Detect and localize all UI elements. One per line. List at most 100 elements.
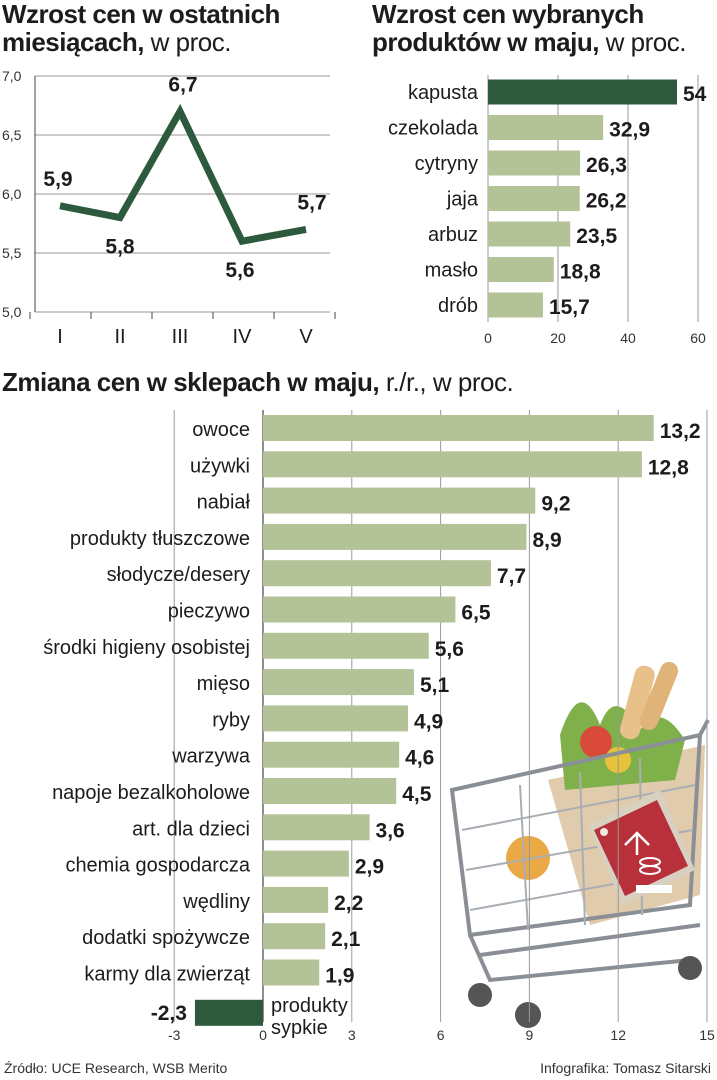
bottom-bar-chart-title: Zmiana cen w sklepach w maju, r./r., w p… [2, 368, 717, 396]
bottom-bar-category-label: używki [190, 455, 250, 477]
cart-vegetables-shape [560, 702, 685, 790]
bottom-bar-value-label: 8,9 [532, 529, 561, 552]
bottom-bar-value-label: 4,6 [405, 747, 434, 770]
top-bar-category-label: arbuz [428, 224, 478, 246]
bottom-bar-rect [194, 999, 263, 1026]
bottom-bar-category-label: mięso [197, 673, 250, 695]
line-chart: 5,05,56,06,57,0I II III IV V5,95,86,75,65,7 [2, 68, 336, 348]
top-bar-chart-title: Wzrost cen wybranych produktów w maju, w… [372, 0, 717, 56]
line-chart-y-tick-label: 5,5 [2, 245, 22, 261]
bottom-bar-value-label: 9,2 [541, 493, 570, 516]
bottom-bar-value-label: 2,9 [355, 856, 384, 879]
bottom-bar-rect [263, 451, 642, 478]
bottom-bar-x-tick-label: 0 [259, 1027, 267, 1043]
line-chart-data-label: 6,7 [168, 73, 197, 96]
bottom-bar-chart-title-unit: r./r., w proc. [379, 367, 514, 397]
line-chart-x-tick-label: IV [233, 326, 253, 348]
bottom-bar-category-label-line: produkty [271, 995, 348, 1017]
bottom-bar-rect [263, 923, 326, 950]
top-bar-x-tick-label: 20 [550, 330, 566, 346]
cart-wheel [678, 956, 702, 980]
bottom-bar-rect [263, 415, 654, 441]
source-note: Źródło: UCE Research, WSB Merito [4, 1060, 228, 1076]
bottom-bar-value-label: 5,6 [435, 638, 464, 661]
bottom-bar-category-label: art. dla dzieci [132, 818, 250, 840]
bottom-bar-category-label-line: sypkie [271, 1017, 328, 1039]
bottom-bar-category-label: napoje bezalkoholowe [52, 782, 250, 804]
bottom-bar-rect [263, 959, 320, 986]
bottom-bar-value-label: 4,9 [414, 710, 443, 733]
bottom-bar-category-label: produkty sypkie [271, 995, 348, 1039]
bottom-bar-category-label: wędliny [182, 891, 250, 913]
top-bar-value-label: 15,7 [549, 296, 590, 319]
top-bar-rect [488, 150, 581, 176]
bottom-bar-rect [263, 632, 429, 659]
top-bar-value-label: 23,5 [576, 225, 617, 248]
line-chart-data-label: 5,7 [297, 191, 326, 214]
bottom-bar-category-label: słodycze/desery [107, 564, 250, 586]
top-bar-rect [488, 221, 571, 247]
bottom-bar-rect [263, 560, 491, 587]
bottom-bar-value-label: 6,5 [461, 602, 491, 625]
bottom-bar-category-label: dodatki spożywcze [82, 927, 250, 949]
bottom-bar-value-label: 12,8 [648, 456, 689, 479]
top-bar-category-label: masło [425, 260, 478, 282]
line-chart-y-tick-label: 6,5 [2, 127, 22, 143]
top-bar-value-label: 32,9 [609, 119, 650, 142]
bottom-bar-category-label: nabiał [197, 492, 251, 514]
top-bar-chart: 0 20 40 60 kapusta 54 czekolada 32,9 cytryny 26,3… [388, 75, 707, 346]
bottom-bar-rect [263, 741, 400, 768]
bottom-bar-rect [263, 487, 536, 514]
bottom-bar-rect [263, 886, 329, 913]
line-chart-x-tick-label: V [299, 326, 313, 348]
bottom-bar-rect [263, 596, 456, 623]
line-chart-title: Wzrost cen w ostatnich miesiącach, w pro… [2, 0, 332, 56]
top-bar-chart-title-bold: Wzrost cen wybranych produktów w maju, [372, 0, 644, 58]
top-bar-value-label: 26,3 [586, 154, 627, 177]
line-chart-data-label: 5,9 [43, 168, 72, 191]
bottom-bar-rect [263, 705, 409, 732]
bottom-bar-value-label: 1,9 [325, 965, 354, 988]
bottom-bar-category-label: warzywa [171, 746, 251, 768]
top-bar-rect [488, 79, 677, 105]
line-chart-x-tick-label: III [172, 326, 189, 348]
line-chart-title-bold: Wzrost cen w ostatnich miesiącach, [2, 0, 280, 58]
bottom-bar-category-label: ryby [212, 709, 250, 731]
bottom-bar-value-label: 2,2 [334, 892, 363, 915]
bottom-bar-rect [263, 814, 370, 841]
top-bar-category-label: drób [438, 295, 478, 317]
bottom-bar-value-label: 5,1 [420, 674, 450, 697]
price-tag-hole [600, 828, 608, 836]
coins-icon [639, 865, 661, 875]
bottom-bar-x-tick-label: 6 [437, 1027, 445, 1043]
bottom-bar-category-label: owoce [192, 419, 250, 441]
bottom-bar-value-label: 3,6 [376, 819, 405, 842]
bottom-bar-chart-title-bold: Zmiana cen w sklepach w maju, [2, 367, 380, 397]
bottom-bar-x-tick-label: 12 [610, 1027, 626, 1043]
bottom-bar-rect [263, 669, 414, 696]
top-bar-x-tick-label: 60 [690, 330, 706, 346]
bottom-bar-value-label: 2,1 [331, 928, 361, 951]
shopping-cart-illustration [449, 661, 710, 1028]
top-bar-x-tick-label: 40 [620, 330, 636, 346]
cart-wheel [515, 1002, 541, 1028]
bottom-bar-category-label: chemia gospodarcza [65, 855, 250, 877]
bottom-bar-rect [263, 523, 527, 550]
line-chart-data-label: 5,8 [105, 236, 135, 259]
top-bar-rect [488, 292, 543, 318]
top-bar-category-label: kapusta [408, 82, 479, 104]
bottom-bar-x-tick-label: 9 [526, 1027, 534, 1043]
line-chart-x-tick-label: II [114, 326, 125, 348]
bottom-bar-value-label: -2,3 [151, 1002, 187, 1025]
bottom-bar-x-tick-label: 15 [699, 1027, 715, 1043]
bottom-bar-category-label: karmy dla zwierząt [84, 964, 250, 986]
cart-basket-frame [449, 732, 703, 938]
bottom-bar-chart: -3 0 3 6 9 12 15 owoce 13,2 używki 12,8 nabiał 9,2 pr… [43, 410, 715, 1043]
top-bar-chart-title-unit: w proc. [598, 27, 687, 58]
bottom-bar-x-tick-label: -3 [168, 1027, 181, 1043]
price-up-arrow-icon [624, 831, 650, 855]
line-chart-y-tick-label: 5,0 [2, 304, 22, 320]
price-tag-inner [594, 800, 688, 896]
top-bar-x-tick-label: 0 [484, 330, 492, 346]
